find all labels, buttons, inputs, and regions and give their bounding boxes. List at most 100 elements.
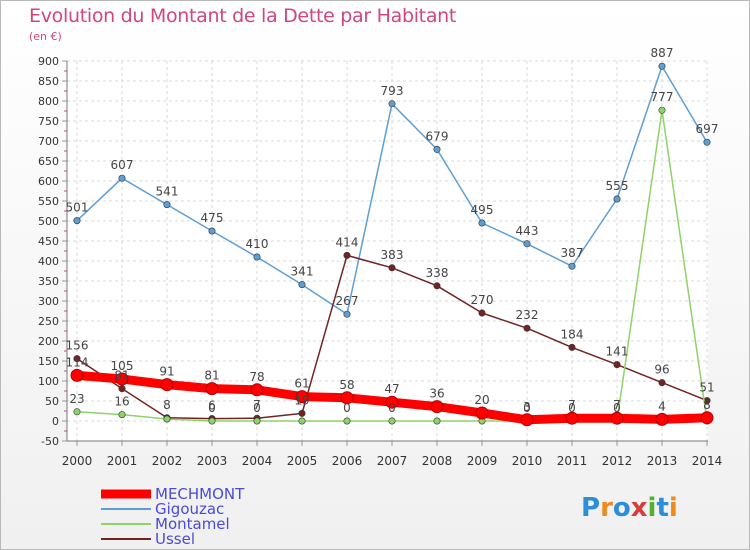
y-tick-label: 500 [38, 215, 59, 228]
x-tick-label: 2013 [647, 454, 678, 468]
logo-letter: i [668, 493, 678, 523]
data-label-ussel: 96 [654, 363, 669, 377]
data-label-mechmont: 114 [66, 355, 89, 369]
data-label-gigouzac: 793 [381, 84, 404, 98]
data-point-gigouzac [298, 281, 306, 289]
y-tick-label: 50 [45, 395, 59, 408]
data-label-mechmont: 47 [384, 382, 399, 396]
proxiti-logo: Proxiti [581, 493, 678, 523]
data-label-ussel: 141 [606, 345, 629, 359]
data-label-ussel: 51 [699, 381, 714, 395]
data-point-ussel [388, 264, 396, 272]
data-point-mechmont [430, 400, 444, 414]
data-point-ussel [613, 361, 621, 369]
x-tick-label: 2003 [197, 454, 228, 468]
x-tick-label: 2007 [377, 454, 408, 468]
x-tick-label: 2005 [287, 454, 318, 468]
data-label-ussel: 232 [516, 308, 539, 322]
data-label-ussel: 383 [381, 248, 404, 262]
data-point-ussel [523, 324, 531, 332]
data-label-mechmont: 7 [613, 398, 621, 412]
y-tick-label: 300 [38, 295, 59, 308]
data-point-gigouzac [118, 174, 126, 182]
logo-letter: o [612, 493, 631, 523]
data-point-mechmont [655, 412, 669, 426]
data-label-montamel: 0 [568, 401, 576, 415]
data-point-mechmont [295, 390, 309, 404]
data-label-mechmont: 81 [204, 369, 219, 383]
y-tick-label: 200 [38, 335, 59, 348]
data-point-mechmont [520, 413, 534, 427]
logo-letter: t [656, 493, 669, 523]
data-label-montamel: 777 [651, 90, 674, 104]
data-label-mechmont: 7 [568, 398, 576, 412]
data-point-montamel [73, 408, 81, 416]
data-label-mechmont: 4 [658, 399, 666, 413]
x-tick-label: 2011 [557, 454, 588, 468]
data-point-montamel [298, 417, 306, 425]
data-label-mechmont: 20 [474, 393, 489, 407]
data-label-ussel: 338 [426, 266, 449, 280]
legend [101, 489, 151, 540]
data-label-gigouzac: 541 [156, 185, 179, 199]
data-point-montamel [658, 106, 666, 114]
data-point-montamel [163, 415, 171, 423]
data-label-gigouzac: 475 [201, 211, 224, 225]
data-point-mechmont [385, 395, 399, 409]
x-tick-label: 2000 [62, 454, 93, 468]
data-label-gigouzac: 410 [246, 237, 269, 251]
data-label-mechmont: 91 [159, 365, 174, 379]
data-point-gigouzac [73, 217, 81, 225]
y-tick-label: 550 [38, 195, 59, 208]
data-label-gigouzac: 555 [606, 179, 629, 193]
data-point-mechmont [205, 382, 219, 396]
data-label-montamel: 23 [69, 392, 84, 406]
y-tick-label: 900 [38, 55, 59, 68]
data-point-mechmont [160, 378, 174, 392]
data-label-gigouzac: 495 [471, 203, 494, 217]
data-point-gigouzac [523, 240, 531, 248]
data-label-montamel: 16 [114, 395, 129, 409]
data-label-ussel: 270 [471, 293, 494, 307]
data-point-gigouzac [613, 195, 621, 203]
y-tick-label: 100 [38, 375, 59, 388]
data-point-mechmont [475, 406, 489, 420]
data-point-gigouzac [658, 62, 666, 70]
data-label-montamel: 0 [208, 401, 216, 415]
data-label-mechmont: 36 [429, 387, 444, 401]
y-tick-label: -50 [41, 435, 59, 448]
data-point-mechmont [70, 368, 84, 382]
chart-unit: (en €) [29, 30, 62, 43]
data-labels: 114 105 91 81 78 61 58 47 36 20 3 7 7 4 85016075414754… [66, 46, 719, 415]
data-point-gigouzac [163, 201, 171, 209]
data-point-gigouzac [568, 262, 576, 270]
data-label-gigouzac: 267 [336, 294, 359, 308]
y-tick-label: 350 [38, 275, 59, 288]
data-label-gigouzac: 697 [696, 122, 719, 136]
data-label-montamel: 0 [343, 401, 351, 415]
data-point-montamel [433, 417, 441, 425]
data-point-mechmont [340, 391, 354, 405]
y-tick-label: 850 [38, 75, 59, 88]
x-tick-label: 2014 [692, 454, 723, 468]
x-tick-label: 2008 [422, 454, 453, 468]
data-point-montamel [253, 417, 261, 425]
y-tick-label: 250 [38, 315, 59, 328]
data-point-ussel [478, 309, 486, 317]
data-point-mechmont [700, 411, 714, 425]
data-point-montamel [118, 411, 126, 419]
data-label-montamel: 0 [253, 401, 261, 415]
data-label-ussel: 414 [336, 235, 359, 249]
data-label-gigouzac: 443 [516, 224, 539, 238]
data-label-ussel: 8 [163, 398, 171, 412]
y-tick-label: 400 [38, 255, 59, 268]
logo-letter: r [600, 493, 613, 523]
data-label-gigouzac: 679 [426, 129, 449, 143]
data-label-gigouzac: 387 [561, 246, 584, 260]
data-point-ussel [568, 343, 576, 351]
data-point-gigouzac [253, 253, 261, 261]
x-tick-label: 2006 [332, 454, 363, 468]
logo-letter: P [581, 493, 601, 523]
